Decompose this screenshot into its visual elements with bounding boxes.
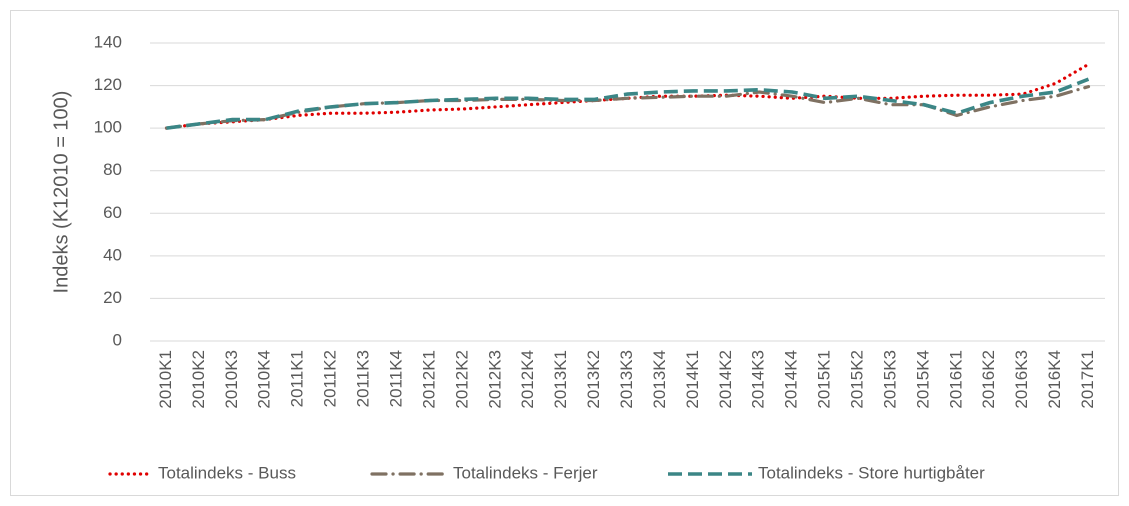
series-line xyxy=(166,77,1090,130)
x-tick-label: 2016K4 xyxy=(1045,350,1064,409)
x-tick-label: 2010K1 xyxy=(156,350,175,409)
x-tick-label: 2012K4 xyxy=(518,350,537,409)
y-tick-label: 20 xyxy=(103,288,122,307)
x-tick-label: 2017K1 xyxy=(1078,350,1097,409)
x-tick-label: 2016K2 xyxy=(979,350,998,409)
y-tick-label: 140 xyxy=(94,32,122,51)
x-tick-label: 2015K4 xyxy=(913,350,932,409)
x-tick-label: 2013K3 xyxy=(617,350,636,409)
x-tick-label: 2013K4 xyxy=(650,350,669,409)
x-tick-label: 2014K4 xyxy=(782,350,801,409)
y-tick-label: 100 xyxy=(94,118,122,137)
y-tick-label: 40 xyxy=(103,245,122,264)
x-tick-label: 2014K1 xyxy=(683,350,702,409)
x-tick-label: 2011K1 xyxy=(288,350,307,407)
x-tick-label: 2013K1 xyxy=(551,350,570,409)
x-tick-label: 2016K3 xyxy=(1012,350,1031,409)
x-tick-label: 2010K4 xyxy=(255,350,274,409)
legend-label: Totalindeks - Store hurtigbåter xyxy=(758,463,985,482)
legend-label: Totalindeks - Ferjer xyxy=(453,463,598,482)
x-tick-label: 2016K1 xyxy=(946,350,965,409)
x-tick-label: 2013K2 xyxy=(584,350,603,409)
chart-frame xyxy=(10,10,1119,496)
x-tick-label: 2010K2 xyxy=(189,350,208,409)
x-tick-label: 2015K2 xyxy=(848,350,867,409)
x-tick-label: 2012K3 xyxy=(485,350,504,409)
y-tick-label: 120 xyxy=(94,75,122,94)
y-tick-label: 80 xyxy=(103,160,122,179)
x-tick-label: 2014K3 xyxy=(749,350,768,409)
x-tick-label: 2014K2 xyxy=(716,350,735,409)
x-tick-label: 2012K1 xyxy=(419,350,438,409)
x-tick-label: 2012K2 xyxy=(452,350,471,409)
x-tick-label: 2011K2 xyxy=(321,350,340,407)
y-axis-label: Indeks (K12010 = 100) xyxy=(50,91,72,294)
y-tick-label: 60 xyxy=(103,203,122,222)
x-tick-label: 2011K3 xyxy=(354,350,373,407)
y-tick-label: 0 xyxy=(113,330,122,349)
x-tick-label: 2011K4 xyxy=(386,350,405,407)
legend-label: Totalindeks - Buss xyxy=(158,463,296,482)
x-tick-label: 2015K1 xyxy=(815,350,834,409)
x-tick-label: 2015K3 xyxy=(880,350,899,409)
x-tick-label: 2010K3 xyxy=(222,350,241,409)
